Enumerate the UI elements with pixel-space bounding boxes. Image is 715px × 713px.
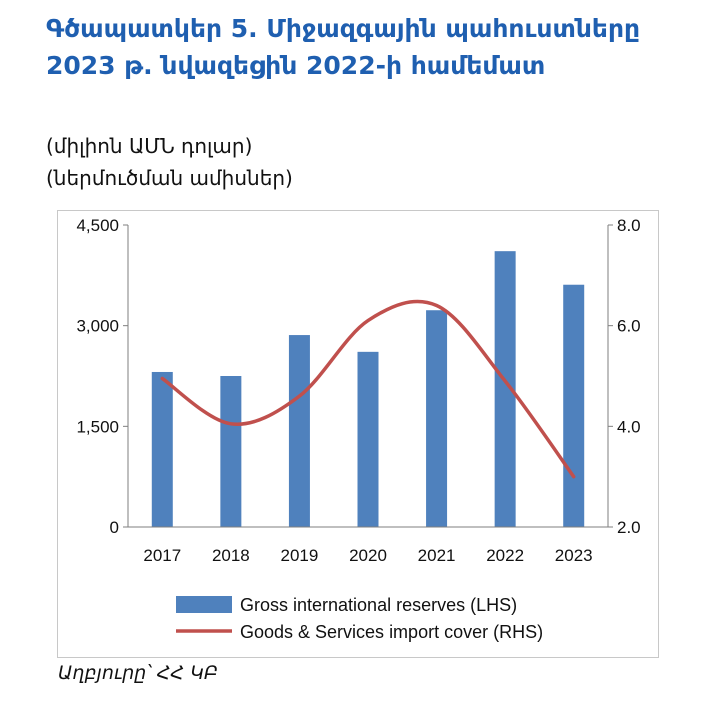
x-tick-label: 2023	[555, 546, 593, 565]
bar-2018	[220, 376, 242, 527]
x-tick-label: 2017	[143, 546, 181, 565]
chart-title-line-2: 2023 թ. նվազեցին 2022-ի համեմատ	[46, 51, 546, 80]
units-label: (միլիոն ԱՄՆ դոլար) (ներմուծման ամիսներ)	[46, 130, 293, 194]
chart-title: Գծապատկեր 5. Միջազգային պահուստները 2023…	[46, 10, 686, 84]
chart-frame	[57, 210, 659, 658]
x-tick-label: 2020	[349, 546, 387, 565]
source-note: Աղբյուրը՝ ՀՀ ԿԲ	[58, 662, 218, 684]
bar-2017	[151, 371, 173, 527]
y-right-tick-label: 2.0	[617, 518, 641, 537]
bar-2019	[288, 335, 310, 527]
x-tick-label: 2021	[418, 546, 456, 565]
legend-swatch-reserves	[176, 596, 232, 613]
bar-2021	[426, 310, 448, 527]
bar-2023	[563, 284, 585, 527]
y-left-tick-label: 0	[110, 518, 119, 537]
x-tick-label: 2019	[281, 546, 319, 565]
bar-2020	[357, 351, 379, 527]
units-label-usd: (միլիոն ԱՄՆ դոլար)	[46, 134, 253, 158]
y-left-tick-label: 4,500	[76, 216, 119, 235]
chart-title-line-1: Գծապատկեր 5. Միջազգային պահուստները	[46, 14, 641, 43]
legend-label-import-cover: Goods & Services import cover (RHS)	[240, 622, 543, 642]
x-tick-label: 2022	[486, 546, 524, 565]
y-left-tick-label: 1,500	[76, 417, 119, 436]
y-right-tick-label: 8.0	[617, 216, 641, 235]
legend-label-reserves: Gross international reserves (LHS)	[240, 595, 517, 615]
y-left-tick-label: 3,000	[76, 317, 119, 336]
y-right-tick-label: 6.0	[617, 317, 641, 336]
x-tick-label: 2018	[212, 546, 250, 565]
import-cover-line	[160, 299, 576, 479]
units-label-months: (ներմուծման ամիսներ)	[46, 166, 293, 190]
y-right-tick-label: 4.0	[617, 417, 641, 436]
bar-2022	[494, 251, 516, 527]
